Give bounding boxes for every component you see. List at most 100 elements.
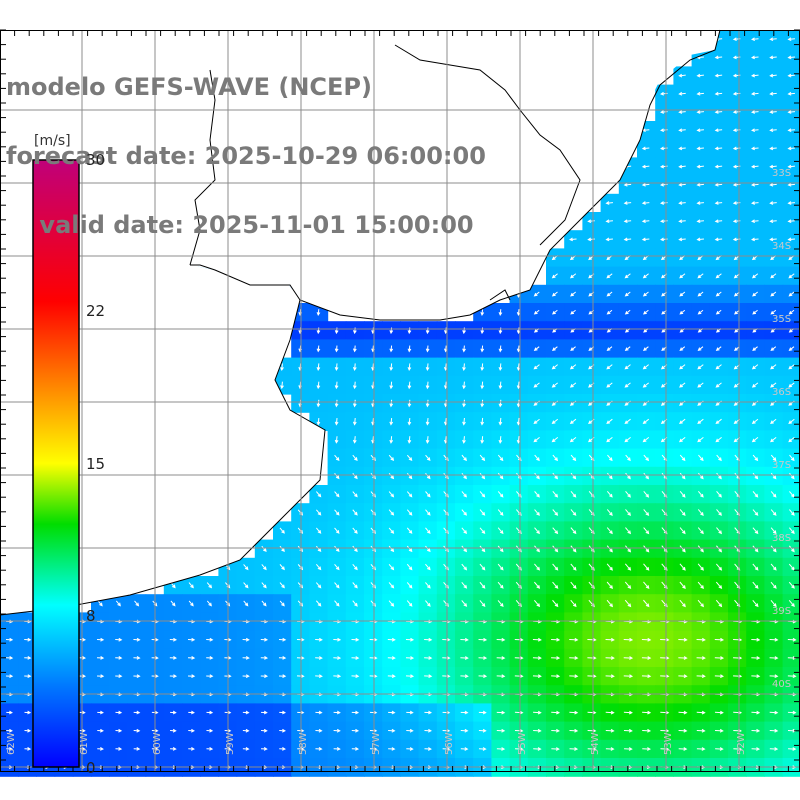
wind-arrow [497, 600, 504, 608]
wind-arrow [261, 545, 267, 553]
wind-arrow [461, 581, 468, 589]
wind-arrow [115, 600, 121, 607]
wind-arrow [606, 382, 613, 388]
wind-arrow [679, 418, 686, 425]
wind-arrow [787, 710, 797, 715]
wind-arrow [480, 327, 485, 335]
wind-arrow [605, 656, 615, 660]
wind-arrow [370, 454, 376, 462]
lon-label: 60W [152, 732, 163, 755]
wind-arrow [352, 563, 358, 571]
wind-arrow [496, 674, 506, 679]
wind-arrow [788, 418, 795, 425]
wind-arrow [552, 581, 559, 589]
wind-arrow [387, 656, 396, 660]
wind-arrow [333, 747, 341, 751]
wind-arrow [242, 656, 250, 660]
wind-arrow [679, 527, 686, 535]
wind-arrow [188, 710, 195, 715]
wind-arrow [133, 656, 141, 660]
wind-arrow [533, 291, 540, 297]
wind-arrow [623, 656, 634, 660]
wind-arrow [369, 674, 378, 679]
wind-arrow [696, 91, 704, 96]
wind-arrow [642, 273, 649, 279]
wind-arrow [715, 581, 723, 589]
wind-arrow [751, 364, 759, 370]
wind-arrow [678, 110, 686, 114]
wind-arrow [678, 219, 686, 224]
wind-arrow [280, 363, 284, 371]
wind-arrow [388, 728, 396, 733]
wind-arrow [334, 436, 339, 444]
wind-arrow [769, 73, 777, 78]
wind-arrow [442, 637, 451, 642]
wind-arrow [769, 747, 779, 751]
lat-label: 38S [772, 533, 791, 544]
wind-arrow [334, 545, 340, 553]
wind-arrow [769, 110, 777, 114]
wind-arrow [625, 490, 631, 498]
wind-arrow [352, 417, 357, 426]
wind-arrow [587, 710, 597, 715]
wind-arrow [370, 509, 376, 516]
wind-arrow [24, 637, 32, 642]
wind-arrow [115, 637, 123, 642]
lat-label: 36S [772, 387, 791, 398]
wind-arrow [788, 527, 795, 535]
wind-arrow [533, 436, 540, 443]
wind-arrow [334, 473, 340, 480]
wind-arrow [115, 747, 123, 751]
wind-arrow [623, 219, 632, 224]
land-west [0, 30, 325, 615]
wind-arrow [752, 472, 759, 480]
wind-arrow [534, 563, 541, 571]
wind-arrow [714, 73, 723, 78]
wind-arrow [788, 273, 795, 279]
wind-arrow [352, 582, 358, 589]
wind-arrow [497, 545, 504, 553]
wind-arrow [678, 146, 686, 151]
wind-arrow [751, 110, 759, 114]
wind-arrow [424, 728, 432, 733]
wind-arrow [479, 527, 486, 535]
wind-arrow [678, 73, 686, 78]
wind-arrow [643, 581, 650, 590]
wind-arrow [624, 581, 632, 590]
lat-label: 35S [772, 314, 791, 325]
wind-arrow [480, 309, 485, 317]
wind-arrow [787, 219, 795, 224]
wind-arrow [552, 509, 559, 516]
wind-arrow [97, 637, 105, 642]
wind-arrow [387, 637, 396, 642]
wind-arrow [678, 91, 686, 96]
wind-arrow [243, 600, 249, 607]
wind-arrow [769, 91, 777, 96]
wind-arrow [643, 599, 650, 608]
wind-arrow [551, 656, 561, 660]
wind-arrow [715, 291, 722, 297]
wind-arrow [333, 674, 342, 679]
wind-arrow [315, 674, 323, 679]
wind-arrow [551, 674, 561, 679]
wind-arrow [442, 674, 451, 679]
wind-arrow [534, 454, 540, 462]
wind-arrow [552, 545, 559, 553]
wind-arrow [315, 637, 323, 642]
wind-arrow [770, 418, 777, 425]
wind-arrow [115, 710, 123, 715]
wind-arrow [789, 509, 795, 516]
wind-arrow [388, 454, 395, 462]
wind-arrow [461, 472, 467, 480]
wind-arrow [406, 582, 413, 589]
wind-arrow [425, 473, 431, 480]
wind-arrow [388, 582, 395, 589]
wind-arrow [696, 182, 704, 187]
lat-label: 34S [772, 241, 791, 252]
wind-arrow [514, 674, 524, 679]
wind-arrow [462, 399, 466, 408]
wind-arrow [334, 454, 340, 462]
wind-arrow [697, 291, 704, 297]
wind-arrow [570, 527, 577, 535]
wind-arrow [769, 37, 777, 42]
